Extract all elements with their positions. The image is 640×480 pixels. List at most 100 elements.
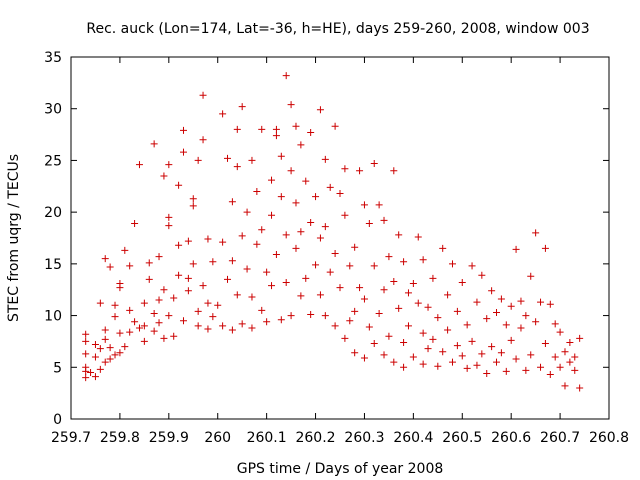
data-point	[292, 199, 300, 207]
data-point	[82, 330, 90, 338]
data-point	[331, 122, 339, 130]
x-tick-label: 259.9	[149, 430, 189, 446]
data-point	[204, 325, 212, 333]
data-point	[351, 349, 359, 357]
data-point	[380, 216, 388, 224]
data-point	[140, 337, 148, 345]
data-point	[297, 228, 305, 236]
data-point	[385, 253, 393, 261]
data-point	[556, 328, 564, 336]
data-point	[429, 274, 437, 282]
plot-frame	[70, 56, 610, 420]
data-point	[243, 265, 251, 273]
data-point	[91, 353, 99, 361]
data-point	[321, 223, 329, 231]
data-point	[488, 343, 496, 351]
data-point	[517, 324, 525, 332]
x-tick-label: 260.6	[491, 430, 531, 446]
data-point	[527, 351, 535, 359]
data-point	[360, 295, 368, 303]
chart-title: Rec. auck (Lon=174, Lat=-36, h=HE), days…	[86, 21, 589, 37]
data-point	[96, 365, 104, 373]
data-point	[395, 304, 403, 312]
data-point	[131, 220, 139, 228]
x-tick-label: 260.7	[540, 430, 580, 446]
data-point	[483, 315, 491, 323]
data-point	[160, 334, 168, 342]
data-point	[556, 363, 564, 371]
data-point	[321, 312, 329, 320]
data-point	[219, 322, 227, 330]
data-point	[189, 195, 197, 203]
data-point	[424, 303, 432, 311]
data-point	[561, 348, 569, 356]
data-point	[282, 72, 290, 80]
data-point	[91, 341, 99, 349]
data-point	[409, 353, 417, 361]
data-point	[116, 280, 124, 288]
data-point	[263, 318, 271, 326]
data-point	[297, 292, 305, 300]
data-point	[131, 318, 139, 326]
data-point	[224, 154, 232, 162]
data-point	[448, 260, 456, 268]
data-point	[522, 366, 530, 374]
data-point	[243, 208, 251, 216]
data-point	[360, 201, 368, 209]
data-point	[507, 336, 515, 344]
data-point	[272, 125, 280, 133]
data-point	[170, 294, 178, 302]
data-point	[238, 103, 246, 111]
data-point	[277, 152, 285, 160]
x-tick-label: 260.8	[589, 430, 629, 446]
data-point	[375, 310, 383, 318]
x-tick-label: 260.5	[442, 430, 482, 446]
data-point	[365, 323, 373, 331]
data-point	[150, 140, 158, 148]
data-point	[87, 368, 95, 376]
data-point	[497, 349, 505, 357]
data-point	[106, 344, 114, 352]
data-point	[551, 320, 559, 328]
data-point	[175, 271, 183, 279]
data-point	[307, 311, 315, 319]
y-tick-label: 20	[44, 205, 62, 221]
data-point	[258, 226, 266, 234]
data-point	[101, 335, 109, 343]
data-point	[150, 310, 158, 318]
data-point	[502, 321, 510, 329]
data-point	[434, 362, 442, 370]
data-point	[82, 374, 90, 382]
data-point	[404, 322, 412, 330]
data-point	[424, 345, 432, 353]
data-point	[184, 274, 192, 282]
data-point	[419, 256, 427, 264]
data-point	[527, 272, 535, 280]
data-point	[571, 366, 579, 374]
data-point	[507, 302, 515, 310]
data-point	[194, 322, 202, 330]
data-point	[473, 298, 481, 306]
data-point	[135, 324, 143, 332]
data-point	[292, 244, 300, 252]
data-point	[341, 165, 349, 173]
data-point	[194, 307, 202, 315]
x-tick-label: 259.8	[100, 430, 140, 446]
data-point	[302, 177, 310, 185]
data-point	[336, 284, 344, 292]
data-point	[429, 335, 437, 343]
data-point	[91, 373, 99, 381]
data-point	[463, 321, 471, 329]
data-point	[351, 243, 359, 251]
data-point	[82, 350, 90, 358]
data-point	[439, 244, 447, 252]
data-point	[316, 234, 324, 242]
data-point	[253, 240, 261, 248]
data-point	[126, 262, 134, 270]
data-point	[414, 299, 422, 307]
data-point	[326, 268, 334, 276]
y-tick-label: 25	[44, 153, 62, 169]
data-point	[400, 338, 408, 346]
y-tick-label: 10	[44, 309, 62, 325]
